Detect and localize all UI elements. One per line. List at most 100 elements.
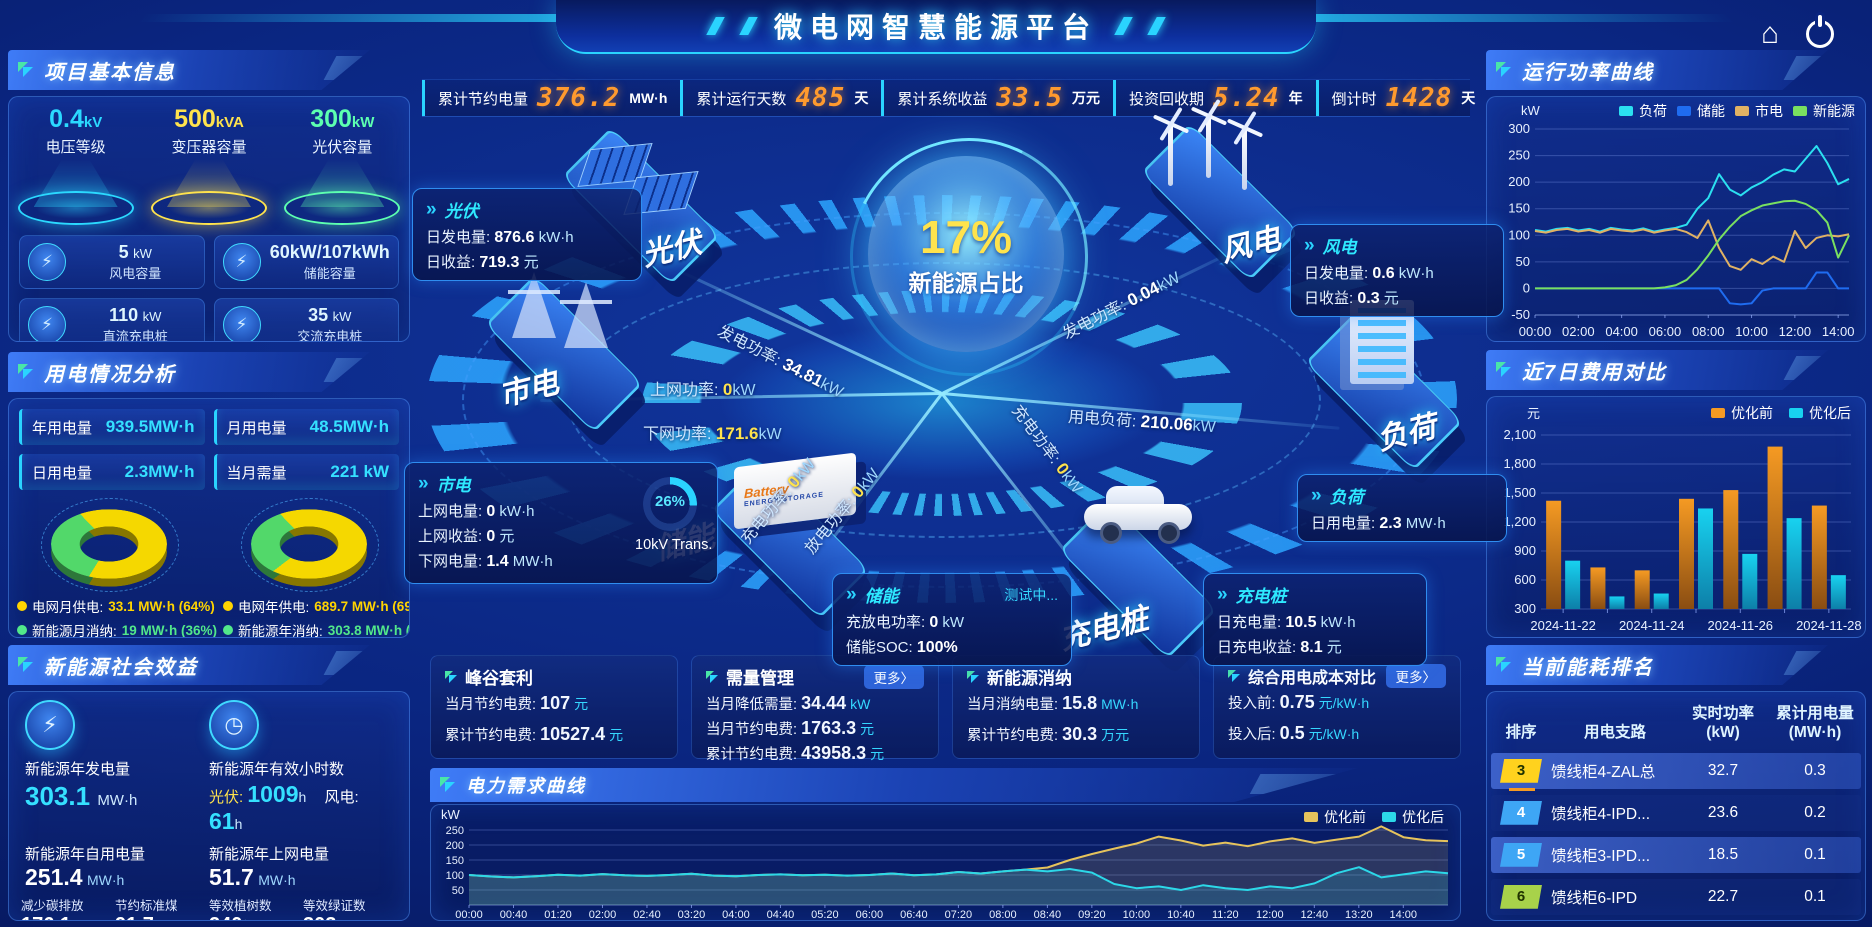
ac-charger-icon: ⚡ [222,306,261,341]
rank-badge: 3 [1500,758,1542,783]
box-title: 储能 [864,587,899,606]
energy-value: 0.3 [1804,761,1826,779]
svg-text:13:20: 13:20 [1345,909,1373,921]
svg-text:04:40: 04:40 [767,909,795,921]
pv-hours-value: 1009 [247,781,299,807]
stat-value: 221 kW [330,462,389,481]
green-certs-stat: 等效绿证数303张 [303,895,397,920]
kpi-value: 1428 [1385,83,1453,113]
table-row[interactable]: 5 馈线柜3-IPD... 18.5 0.1 [1491,836,1861,873]
branch-name: 馈线柜4-IPD... [1551,805,1651,823]
panel-corner-icon [18,364,34,380]
pv-hours-unit: h [298,789,307,805]
legend-dot [17,625,27,635]
storage-info-box: » 储能 测试中... 充放电功率: 0 kW 储能SOC: 100% [832,573,1072,666]
box-unit: kW [942,614,965,631]
light-beam [33,159,118,207]
table-row[interactable]: 3 馈线柜4-ZAL总 32.7 0.3 [1491,752,1861,789]
branch-name: 馈线柜4-ZAL总 [1551,763,1656,781]
pedestal-unit: kV [83,114,103,131]
legend-label: 负荷 [1639,103,1667,119]
box-value: 10.5 [1285,614,1317,631]
legend-renew-year: 新能源年消纳: 303.8 MW·h (31%) [223,620,409,638]
storage-capacity-card: ⚡ 60kW/107kWh 储能容量 [213,235,399,289]
arrow-icon: » [1217,583,1228,605]
legend-item: 优化前 [1304,807,1366,827]
pedestal-unit: kVA [215,114,244,131]
svg-text:150: 150 [1508,201,1530,216]
box-unit: MW·h [512,553,553,570]
social-benefit-panel: 新能源社会效益 ⚡ 新能源年发电量 303.1 MW·h ◷ 新能源年有效小时数… [8,645,410,921]
box-unit: 元 [1383,290,1399,307]
svg-text:12:00: 12:00 [1779,324,1812,339]
legend-swatch [1735,106,1749,116]
stat-value: 303.1 [25,781,91,811]
stat-label: 日用电量 [32,464,93,482]
stat-value: 176.1 [21,914,71,920]
grid-node: 市电 [468,268,658,433]
banner-decoration-icon [1147,17,1166,35]
kpi-label: 累计节约电量 [438,90,529,108]
svg-text:0: 0 [1523,280,1530,295]
panel-title: 项目基本信息 [44,61,176,84]
clock-icon: ◷ [209,700,259,750]
col-rank: 排序 [1505,724,1537,742]
legend-swatch [1711,408,1725,418]
company-name: 安科瑞电气 [366,62,452,82]
svg-text:200: 200 [1508,174,1530,189]
stat-value: 2.3MW·h [124,462,195,481]
legend-label: 新能源月消纳: [32,624,117,638]
legend-swatch [1789,408,1803,418]
peak-valley-card: 峰谷套利 当月节约电费: 107 元 累计节约电费: 10527.4 元 [430,655,678,759]
box-value: 0 [486,503,496,520]
svg-text:00:00: 00:00 [455,909,483,921]
light-beam [300,159,385,207]
legend-item: 储能 [1677,101,1725,121]
stat-value: 251.4 [25,864,83,890]
cost-legend: 优化前 优化后 [1711,403,1851,423]
legend-item: 新能源 [1793,101,1855,121]
legend-value: 33.1 MW·h (64%) [108,598,215,614]
transformer-pedestal: 500kVA 变压器容量 [150,105,268,225]
panel-corner-icon [1496,657,1512,673]
more-button[interactable]: 更多〉 [863,664,924,689]
box-label: 日发电量: [426,229,491,246]
box-value: 100% [916,639,958,656]
svg-text:50: 50 [452,885,464,897]
svg-text:1,800: 1,800 [1503,456,1536,471]
kpi-unit: 年 [1288,90,1303,106]
legend-dot [17,601,27,611]
trees-equivalent-stat: 等效植树数240棵 [209,895,303,920]
rank-badge: 6 [1500,884,1542,909]
run-power-chart: -50 0 50 100 150 200 250 300 00:00 02:00 04:00 06:0… [1508,121,1855,339]
pv-info-box: » 光伏 日发电量: 876.6 kW·h 日收益: 719.3 元 [412,188,642,281]
box-unit: 元 [1326,639,1342,656]
glow-pad [284,191,401,225]
stat-label: 月用电量 [226,419,287,437]
stat-label: 等效植树数 [209,899,272,913]
svg-text:14:00: 14:00 [1822,324,1855,339]
cost-compare-card: 综合用电成本对比 更多〉 投入前: 0.75 元/kW·h 投入后: 0.5 元/… [1213,655,1461,759]
box-title: 光伏 [444,202,479,221]
pv-capacity-pedestal: 300kW 光伏容量 [283,105,401,225]
legend-label: 电网年供电: [238,600,310,615]
svg-text:2024-11-26: 2024-11-26 [1708,618,1774,633]
power-button[interactable] [1802,15,1838,52]
rank-badge: 4 [1500,800,1542,825]
stat-label: 新能源年有效小时数 [209,761,345,778]
svg-text:11:20: 11:20 [1212,909,1239,921]
svg-text:200: 200 [446,840,464,852]
table-row[interactable]: 6 馈线柜6-IPD 22.7 0.1 [1491,878,1861,915]
box-unit: kW·h [1398,265,1434,282]
svg-text:14:00: 14:00 [1390,909,1418,921]
card-title: 新能源消纳 [987,669,1072,688]
kpi-value: 485 [795,83,846,113]
glow-pad [150,191,267,225]
more-button[interactable]: 更多〉 [1385,664,1446,688]
table-row[interactable]: 4 馈线柜4-IPD... 23.6 0.2 [1491,794,1861,831]
day-usage-stat: 日用电量 2.3MW·h [19,454,205,490]
card-value: 60kW/107kWh [269,242,390,262]
legend-label: 新能源年消纳: [238,624,323,638]
kpi-payback: 投资回收期 5.24 年 [1113,80,1316,116]
home-button[interactable]: ⌂ [1752,16,1788,52]
